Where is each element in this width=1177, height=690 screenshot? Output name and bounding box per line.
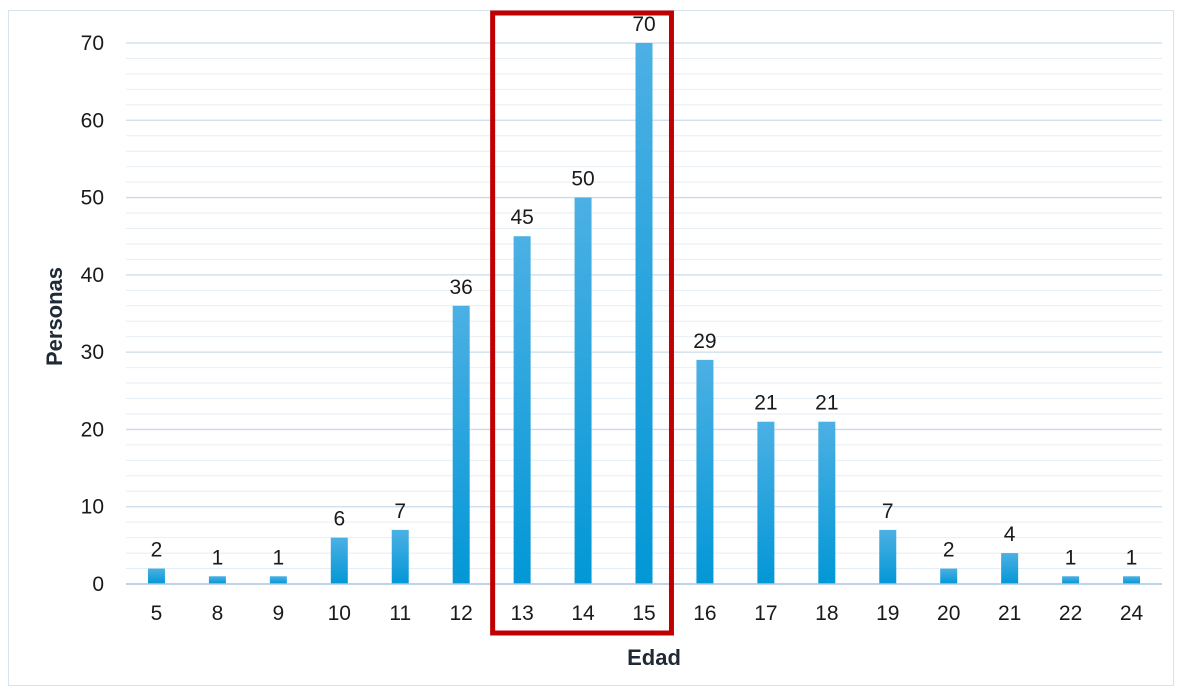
y-tick-label: 20 — [81, 418, 104, 441]
data-label-5: 2 — [151, 539, 163, 562]
x-tick-label-19: 19 — [876, 602, 899, 625]
y-axis: 0 10 20 30 40 50 60 70 — [81, 32, 104, 596]
x-tick-label-14: 14 — [571, 602, 595, 625]
data-label-13: 45 — [510, 206, 533, 229]
x-tick-label-16: 16 — [693, 602, 716, 625]
data-label-22: 1 — [1065, 546, 1077, 569]
y-tick-label: 10 — [81, 496, 104, 519]
data-label-12: 36 — [449, 276, 472, 299]
bar-8 — [208, 576, 226, 584]
bar-13 — [513, 236, 531, 584]
data-label-17: 21 — [754, 392, 777, 415]
x-axis: 5 8 9 10 11 12 13 14 15 16 17 18 19 20 21 22 24 — [126, 583, 1162, 625]
bars — [147, 43, 1141, 585]
bar-20 — [940, 568, 958, 584]
data-label-10: 6 — [333, 508, 345, 531]
x-tick-label-9: 9 — [273, 602, 285, 625]
data-label-18: 21 — [815, 392, 838, 415]
data-label-19: 7 — [882, 500, 894, 523]
data-label-9: 1 — [273, 546, 285, 569]
y-tick-label: 0 — [92, 573, 104, 596]
bar-19 — [879, 529, 897, 584]
bar-14 — [574, 197, 592, 585]
bar-12 — [452, 305, 470, 584]
y-tick-label: 70 — [81, 32, 104, 55]
bar-5 — [147, 568, 165, 584]
x-tick-label-18: 18 — [815, 602, 838, 625]
data-label-15: 70 — [632, 13, 655, 36]
x-tick-label-5: 5 — [151, 602, 163, 625]
x-tick-label-10: 10 — [328, 602, 351, 625]
y-tick-label: 60 — [81, 109, 104, 132]
x-tick-label-8: 8 — [212, 602, 224, 625]
highlight-box — [490, 10, 674, 636]
x-tick-label-17: 17 — [754, 602, 777, 625]
data-label-14: 50 — [571, 168, 594, 191]
x-tick-label-11: 11 — [389, 602, 411, 625]
x-tick-label-20: 20 — [937, 602, 960, 625]
x-axis-title: Edad — [627, 645, 681, 670]
y-tick-label: 50 — [81, 187, 104, 210]
bar-24 — [1123, 576, 1141, 584]
bar-21 — [1001, 553, 1019, 584]
data-label-20: 2 — [943, 539, 955, 562]
bar-11 — [391, 529, 409, 584]
y-tick-label: 30 — [81, 341, 104, 364]
bar-18 — [818, 421, 836, 584]
data-label-8: 1 — [212, 546, 224, 569]
bar-16 — [696, 359, 714, 584]
data-label-21: 4 — [1004, 523, 1016, 546]
bar-15 — [635, 43, 653, 584]
data-label-24: 1 — [1126, 546, 1138, 569]
y-tick-label: 40 — [81, 264, 104, 287]
bar-9 — [269, 576, 287, 584]
data-label-16: 29 — [693, 330, 716, 353]
x-tick-label-21: 21 — [998, 602, 1021, 625]
data-label-11: 7 — [394, 500, 406, 523]
x-tick-label-12: 12 — [449, 602, 472, 625]
bar-22 — [1062, 576, 1080, 584]
y-axis-title: Personas — [42, 267, 67, 366]
x-tick-label-22: 22 — [1059, 602, 1082, 625]
x-tick-label-15: 15 — [632, 602, 655, 625]
x-tick-label-13: 13 — [510, 602, 533, 625]
bar-10 — [330, 537, 348, 584]
bar-17 — [757, 421, 775, 584]
x-tick-label-24: 24 — [1120, 602, 1144, 625]
